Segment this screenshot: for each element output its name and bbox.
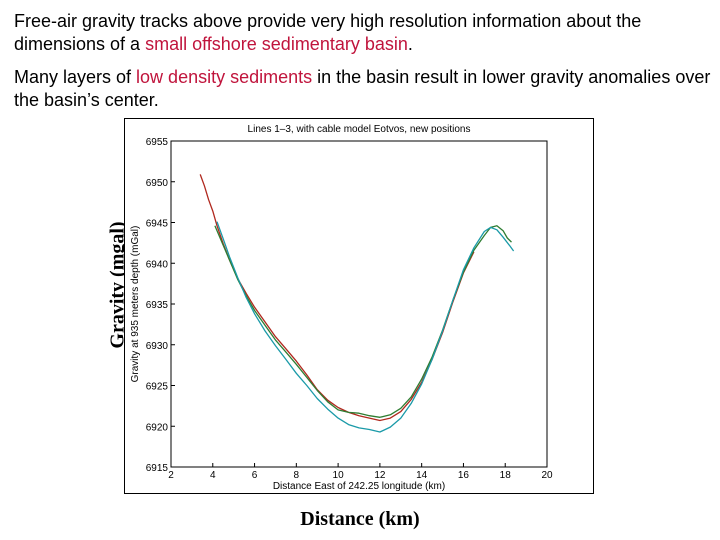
intro-paragraph-2: Many layers of low density sediments in … bbox=[14, 66, 714, 112]
x-tick-label: 10 bbox=[333, 470, 345, 481]
y-tick-label: 6915 bbox=[146, 463, 169, 474]
chart-x-axis-label: Distance East of 242.25 longitude (km) bbox=[273, 481, 445, 492]
x-tick-label: 14 bbox=[416, 470, 428, 481]
p1-text-a: Free-air gravity tracks above provide ve… bbox=[14, 11, 642, 54]
chart-title: Lines 1–3, with cable model Eotvos, new … bbox=[248, 124, 471, 135]
intro-paragraph-1: Free-air gravity tracks above provide ve… bbox=[14, 10, 714, 56]
y-tick-label: 6935 bbox=[146, 300, 169, 311]
y-tick-label: 6950 bbox=[146, 178, 169, 189]
p2-highlight: low density sediments bbox=[136, 67, 313, 87]
axis-ticks: 2 4 6 8 10 12 14 16 18 20 6915 6920 6925 6930 6935 6940… bbox=[146, 137, 553, 481]
series-line-3 bbox=[216, 221, 515, 433]
p1-text-b: . bbox=[407, 34, 413, 54]
x-tick-label: 16 bbox=[458, 470, 470, 481]
x-tick-label: 6 bbox=[252, 470, 258, 481]
outer-x-axis-label: Distance (km) bbox=[300, 508, 420, 530]
chart-frame: Lines 1–3, with cable model Eotvos, new … bbox=[124, 118, 594, 494]
plot-area bbox=[170, 140, 548, 468]
x-tick-label: 20 bbox=[541, 470, 553, 481]
x-tick-label: 4 bbox=[210, 470, 216, 481]
series-lines bbox=[199, 174, 515, 433]
y-tick-label: 6925 bbox=[146, 382, 169, 393]
y-tick-label: 6945 bbox=[146, 219, 169, 230]
p2-text-a: Many layers of bbox=[14, 67, 137, 87]
chart-y-axis-label: Gravity at 935 meters depth (mGal) bbox=[130, 226, 141, 383]
y-tick-label: 6955 bbox=[146, 137, 169, 148]
x-tick-label: 2 bbox=[168, 470, 174, 481]
x-tick-label: 12 bbox=[374, 470, 386, 481]
p1-highlight: small offshore sedimentary basin bbox=[145, 34, 408, 54]
series-line-2 bbox=[214, 225, 512, 418]
y-tick-label: 6920 bbox=[146, 422, 169, 433]
series-line-1 bbox=[199, 174, 475, 422]
x-tick-label: 18 bbox=[500, 470, 512, 481]
gravity-chart: Lines 1–3, with cable model Eotvos, new … bbox=[130, 124, 553, 492]
y-tick-label: 6940 bbox=[146, 259, 169, 270]
p2-text-b: in the basin result in lower gravity ano… bbox=[14, 67, 711, 110]
x-tick-label: 8 bbox=[294, 470, 300, 481]
y-tick-label: 6930 bbox=[146, 341, 169, 352]
